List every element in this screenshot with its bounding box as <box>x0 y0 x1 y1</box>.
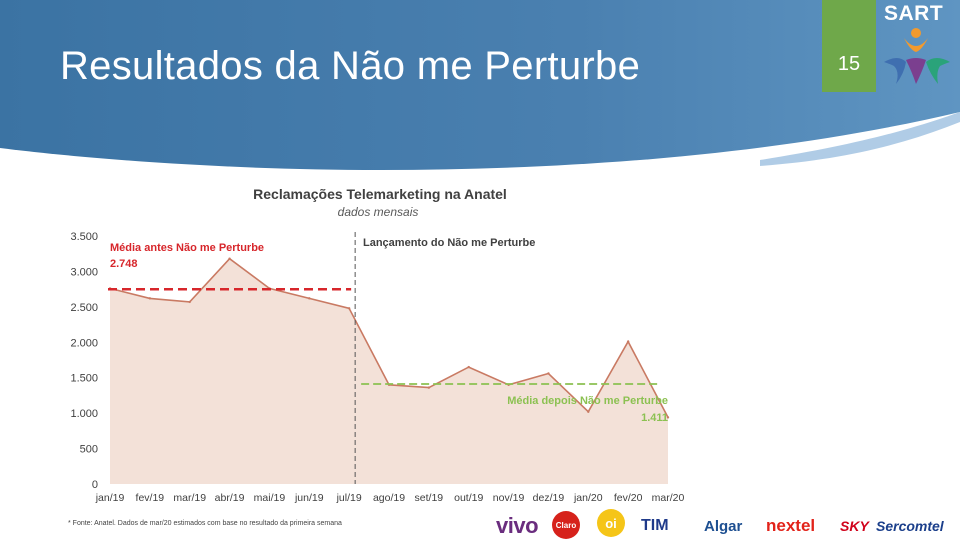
claro-logo: Claro <box>552 511 580 539</box>
x-tick-label: mai/19 <box>254 492 286 504</box>
y-tick-label: 1.000 <box>70 408 98 420</box>
chart-subtitle: dados mensais <box>338 205 419 219</box>
x-tick-label: out/19 <box>454 492 483 504</box>
avg-after-label: Média depois Não me Perturbe <box>507 395 668 407</box>
chart-title: Reclamações Telemarketing na Anatel <box>253 186 507 202</box>
logo-figure-body <box>904 38 928 52</box>
x-tick-label: jan/20 <box>573 492 603 504</box>
avg-before-value: 2.748 <box>110 258 138 270</box>
chart-area-layer <box>108 232 670 484</box>
x-tick-label: ago/19 <box>373 492 405 504</box>
sart-logo <box>884 28 950 84</box>
y-tick-label: 2.000 <box>70 337 98 349</box>
area-fill <box>110 258 668 484</box>
sercomtel-logo: Sercomtel <box>876 518 944 534</box>
y-tick-label: 2.500 <box>70 302 98 314</box>
x-tick-label: jul/19 <box>336 492 362 504</box>
oi-logo: oi <box>597 509 625 537</box>
x-tick-label: fev/19 <box>136 492 165 504</box>
page-number: 15 <box>837 53 861 75</box>
x-tick-label: mar/19 <box>173 492 206 504</box>
data-point-set/19 <box>427 386 431 389</box>
data-point-jan/20 <box>587 410 590 413</box>
data-point-mar/20 <box>666 416 670 419</box>
y-tick-label: 3.500 <box>70 231 98 243</box>
data-point-dez/19 <box>547 372 550 375</box>
x-tick-label: mar/20 <box>652 492 685 504</box>
complaints-chart: Reclamações Telemarketing na Anatel dado… <box>70 186 685 504</box>
y-tick-label: 500 <box>80 444 98 456</box>
logo-middle-swirl <box>906 58 926 84</box>
data-point-fev/19 <box>148 297 152 300</box>
x-tick-label: set/19 <box>415 492 444 504</box>
logo-figure-head <box>911 28 921 38</box>
logo-left-swirl <box>884 58 906 84</box>
header-band <box>0 0 960 170</box>
x-tick-label: jan/19 <box>95 492 125 504</box>
data-point-fev/20 <box>626 340 630 343</box>
y-axis-ticks: 0 500 1.000 1.500 2.000 2.500 3.000 3.500 <box>70 231 98 491</box>
x-tick-label: dez/19 <box>533 492 565 504</box>
data-point-jul/19 <box>347 307 351 310</box>
avg-before-label: Média antes Não me Perturbe <box>110 242 264 254</box>
data-point-mar/19 <box>188 300 191 304</box>
chart-annotations: Média antes Não me Perturbe 2.748 Lançam… <box>110 237 668 424</box>
x-axis-ticks: jan/19 fev/19 mar/19 abr/19 mai/19 jun/19 jul/… <box>95 492 685 504</box>
x-tick-label: nov/19 <box>493 492 525 504</box>
logo-right-swirl <box>926 58 950 84</box>
y-tick-label: 0 <box>92 479 98 491</box>
x-tick-label: jun/19 <box>294 492 324 504</box>
footnote: * Fonte: Anatel. Dados de mar/20 estimad… <box>68 520 342 527</box>
x-tick-label: abr/19 <box>215 492 245 504</box>
data-point-abr/19 <box>228 257 231 260</box>
header-shape <box>0 0 960 170</box>
x-tick-label: fev/20 <box>614 492 643 504</box>
nextel-logo: nextel <box>766 516 816 535</box>
y-tick-label: 3.000 <box>70 266 98 278</box>
page-number-box <box>822 0 876 92</box>
algar-logo: Algar <box>704 517 743 535</box>
data-point-jun/19 <box>308 297 311 300</box>
y-tick-label: 1.500 <box>70 373 98 385</box>
tim-logo: TIM <box>641 517 669 534</box>
vivo-logo: vivo <box>496 513 539 538</box>
launch-label: Lançamento do Não me Perturbe <box>363 237 535 249</box>
avg-after-value: 1.411 <box>641 412 668 424</box>
sart-logo-text: SART <box>884 2 944 25</box>
data-point-out/19 <box>467 365 470 369</box>
slide-title: Resultados da Não me Perturbe <box>60 44 641 88</box>
sky-logo: SKY <box>840 518 869 534</box>
header-accent-stripe <box>760 112 960 166</box>
